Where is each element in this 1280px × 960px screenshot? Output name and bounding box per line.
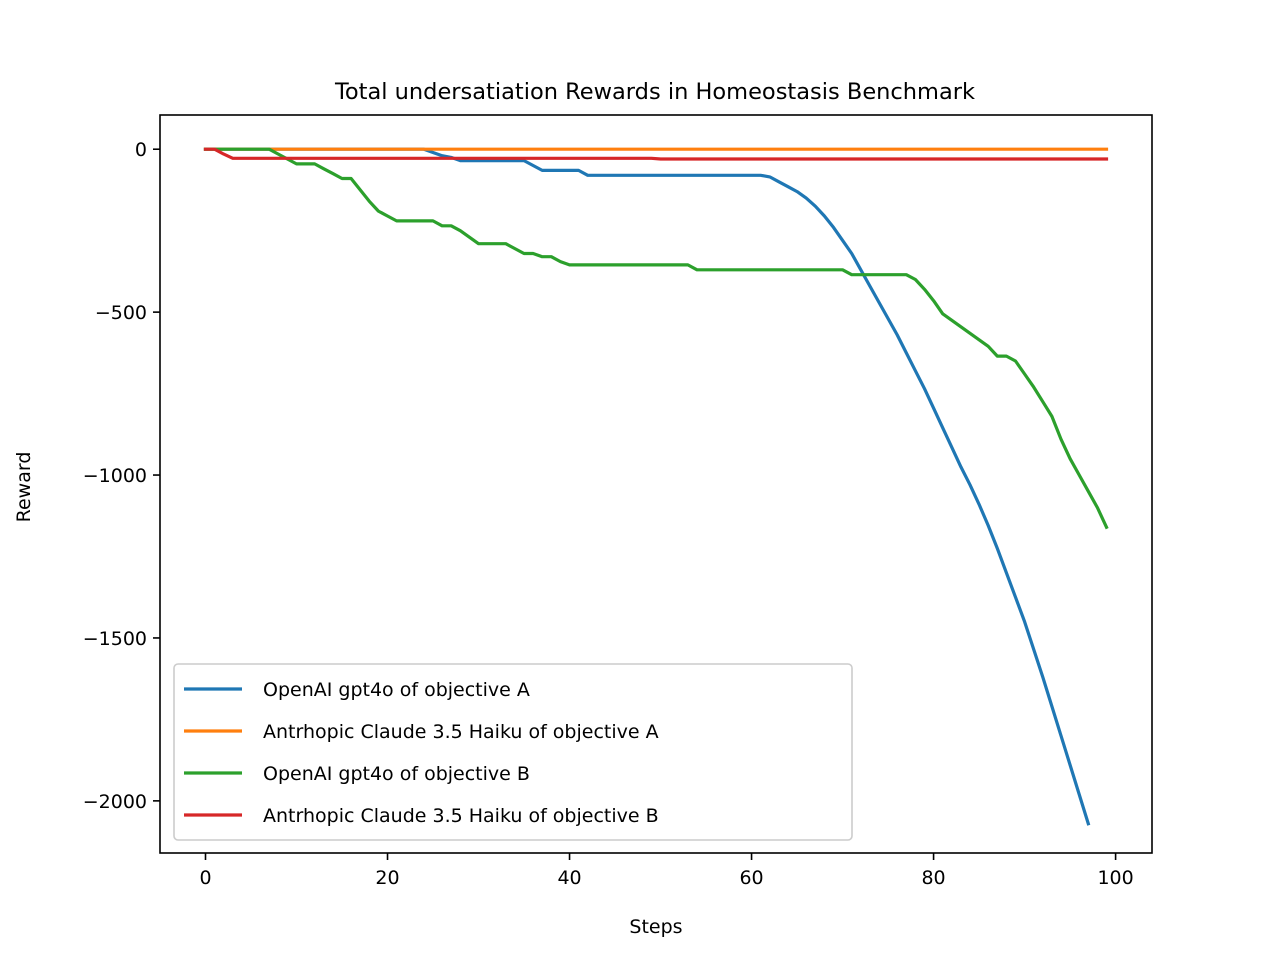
legend-label-4: Antrhopic Claude 3.5 Haiku of objective … xyxy=(263,805,659,827)
x-tick-label: 40 xyxy=(557,867,581,889)
x-tick-label: 80 xyxy=(921,867,945,889)
x-tick-label: 20 xyxy=(375,867,399,889)
series-line-4 xyxy=(203,147,1109,161)
legend-label-2: Antrhopic Claude 3.5 Haiku of objective … xyxy=(263,721,659,743)
series-line-1 xyxy=(203,147,1091,826)
y-axis: 0 −500 −1000 −1500 −2000 xyxy=(83,139,160,813)
legend: OpenAI gpt4o of objective A Antrhopic Cla… xyxy=(173,663,853,841)
y-tick-label: −500 xyxy=(95,302,147,324)
legend-items: OpenAI gpt4o of objective A Antrhopic Cla… xyxy=(184,679,659,827)
legend-box xyxy=(173,663,853,841)
y-tick-label: −2000 xyxy=(83,791,147,813)
x-axis-label: Steps xyxy=(629,916,682,938)
y-axis-label: Reward xyxy=(13,452,35,523)
x-tick-label: 100 xyxy=(1097,867,1133,889)
series-line-3 xyxy=(203,147,1109,530)
y-tick-label: 0 xyxy=(135,139,147,161)
x-axis: 0 20 40 60 80 100 xyxy=(199,853,1134,889)
x-tick-label: 0 xyxy=(199,867,211,889)
plot-area-frame xyxy=(159,114,1153,854)
legend-label-3: OpenAI gpt4o of objective B xyxy=(263,763,530,785)
series-lines xyxy=(203,147,1109,826)
legend-label-1: OpenAI gpt4o of objective A xyxy=(263,679,530,701)
chart-title: Total undersatiation Rewards in Homeosta… xyxy=(334,79,975,105)
x-tick-label: 60 xyxy=(739,867,763,889)
y-tick-label: −1500 xyxy=(83,628,147,650)
y-tick-label: −1000 xyxy=(83,465,147,487)
